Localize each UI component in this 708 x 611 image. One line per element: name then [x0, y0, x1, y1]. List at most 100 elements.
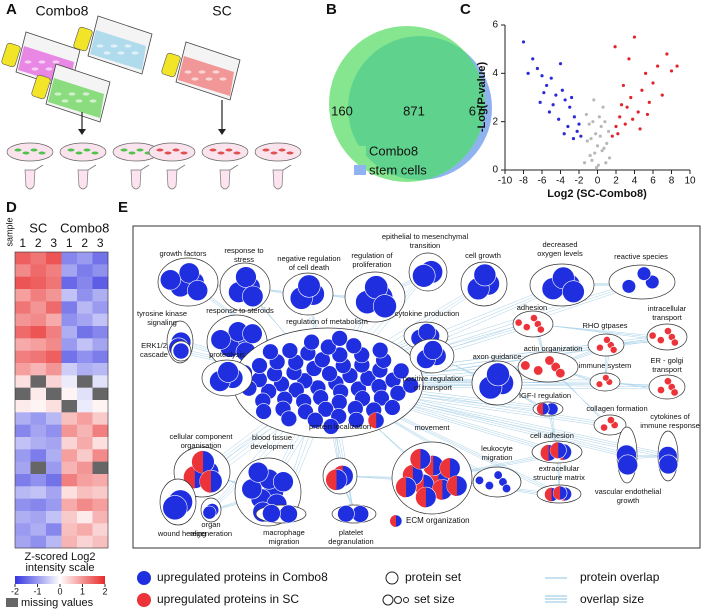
- point: [599, 124, 603, 129]
- cluster-label: degranulation: [328, 537, 373, 546]
- legend-label: protein set: [405, 570, 462, 584]
- x-tick-label: -2: [575, 176, 584, 187]
- heatmap-cell: [77, 338, 93, 351]
- heatmap-cell: [30, 301, 47, 314]
- cluster-label: immune system: [579, 361, 632, 370]
- heatmap-cell: [30, 350, 47, 364]
- protein-node: [279, 504, 298, 524]
- flask-cap: [161, 52, 181, 78]
- venn-overlap: [348, 36, 485, 180]
- heatmap-cell: [30, 412, 47, 425]
- cluster-label: decreased: [542, 240, 577, 249]
- point: [669, 69, 674, 73]
- protein-node: [664, 327, 672, 335]
- x-tick-label: 8: [669, 176, 675, 187]
- heatmap-cell: [15, 264, 31, 277]
- point: [597, 115, 601, 119]
- heatmap-cell: [46, 412, 62, 425]
- point: [526, 71, 530, 75]
- heatmap-cell: [77, 449, 93, 462]
- protein-node: [247, 461, 269, 483]
- heatmap-cell: [92, 437, 109, 450]
- heatmap-cell: [61, 511, 78, 524]
- protein-node-half: [325, 469, 337, 491]
- cluster-label: protein localization: [309, 422, 371, 431]
- heatmap-cell: [92, 313, 109, 327]
- cell: [54, 92, 62, 96]
- group-label: SC: [29, 220, 47, 235]
- point: [577, 122, 581, 126]
- point: [575, 129, 579, 133]
- protein-node: [262, 343, 279, 360]
- cluster-label: RHO gtpases: [582, 321, 627, 330]
- legend-label: protein overlap: [580, 570, 660, 584]
- protein-node: [530, 314, 538, 322]
- heatmap-cell: [30, 535, 47, 549]
- heatmap-cell: [61, 523, 78, 536]
- heatmap-cell: [46, 437, 62, 450]
- heatmap-cell: [61, 276, 78, 290]
- flask-cap: [1, 42, 21, 68]
- tube-lid: [229, 164, 239, 171]
- heatmap-cell: [30, 326, 47, 339]
- tube: [24, 169, 36, 190]
- heatmap-cell: [77, 474, 93, 487]
- y-tick-label: 2: [492, 116, 498, 127]
- group-title: SC: [212, 3, 231, 19]
- missing-cell: [30, 375, 47, 388]
- protein-node: [484, 481, 494, 491]
- heatmap-cell: [15, 535, 31, 549]
- cluster-label: IGF-I regulation: [519, 391, 571, 400]
- cluster-label: wound healing: [157, 529, 206, 538]
- dish: [59, 142, 107, 162]
- heatmap-cell: [92, 350, 109, 364]
- ecm-label: ECM organization: [406, 516, 470, 525]
- protein-node: [533, 365, 544, 376]
- flask-cap: [31, 74, 51, 100]
- point: [562, 132, 566, 136]
- protein-node: [536, 325, 545, 334]
- protein-node: [656, 336, 665, 345]
- heatmap-cell: [15, 486, 31, 499]
- scale-tick-label: 2: [102, 586, 107, 596]
- protein-node-half: [415, 487, 426, 508]
- cell: [217, 151, 225, 155]
- cell: [24, 60, 32, 64]
- arrow-head: [218, 129, 226, 135]
- heatmap-cell: [92, 264, 109, 277]
- cluster-label: of cell death: [289, 263, 329, 272]
- scale-title: Z-scored Log2: [25, 551, 96, 563]
- heatmap-cell: [15, 437, 31, 450]
- cluster-label: reactive species: [614, 252, 668, 261]
- cell: [262, 148, 270, 152]
- heatmap-cell: [61, 252, 78, 265]
- heatmap-cell: [30, 252, 47, 265]
- heatmap-cell: [92, 424, 109, 438]
- cell: [75, 151, 83, 155]
- point: [632, 35, 637, 39]
- protein-node: [178, 262, 200, 284]
- venn-count: 871: [403, 103, 425, 118]
- protein-node: [242, 285, 264, 308]
- protein-node: [317, 401, 334, 418]
- cluster-label: epithelial to mesenchymal: [382, 232, 469, 241]
- heatmap-cell: [77, 326, 93, 339]
- missing-cell: [92, 461, 109, 475]
- cluster-label: signaling: [147, 318, 177, 327]
- protein-node: [658, 454, 679, 475]
- heatmap-cell: [15, 313, 31, 327]
- protein-node: [562, 280, 585, 303]
- point: [613, 45, 617, 49]
- heatmap-cell: [46, 511, 62, 524]
- cell: [89, 99, 97, 103]
- column-label: 1: [19, 236, 26, 250]
- heatmap-cell: [92, 523, 109, 536]
- heatmap-cell: [61, 289, 78, 302]
- heatmap-cell: [61, 535, 78, 549]
- heatmap-cell: [61, 486, 78, 499]
- point: [647, 100, 651, 104]
- cell: [38, 60, 46, 64]
- heatmap-cell: [30, 387, 47, 401]
- point: [547, 110, 552, 114]
- missing-cell: [77, 375, 93, 388]
